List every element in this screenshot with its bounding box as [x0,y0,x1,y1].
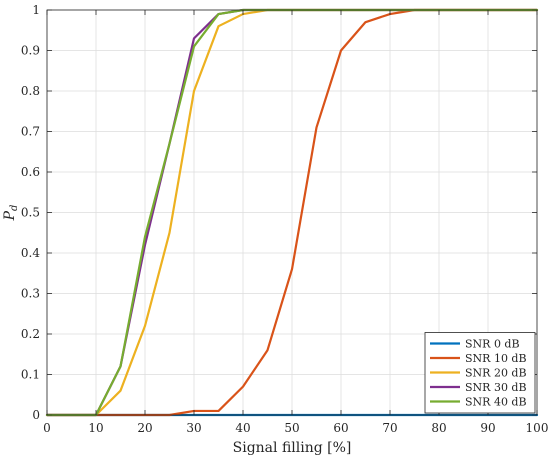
y-tick-label: 0.3 [21,287,40,301]
x-tick-label: 20 [137,421,152,435]
legend-entry-label: SNR 40 dB [465,396,527,409]
y-tick-label: 0.8 [21,84,40,98]
y-tick-label: 0.1 [21,368,40,382]
x-tick-label: 0 [43,421,51,435]
y-tick-label: 0.9 [21,44,40,58]
legend-entry-label: SNR 20 dB [465,367,527,380]
x-tick-label: 100 [526,421,549,435]
legend-entry-label: SNR 10 dB [465,352,527,365]
tick-labels: 0 10 20 30 40 50 60 70 80 90 100 0 0.1 0.2 0.3 0.4 0.5 0.… [21,3,549,435]
y-tick-label: 0 [32,408,40,422]
y-tick-label: 0.7 [21,125,40,139]
x-axis-label: Signal filling [%] [233,440,352,456]
x-tick-label: 50 [284,421,299,435]
x-tick-label: 80 [431,421,446,435]
x-tick-label: 60 [333,421,348,435]
y-tick-label: 1 [32,3,40,17]
y-tick-label: 0.2 [21,327,40,341]
y-axis-label: Pd [2,205,20,222]
x-tick-label: 70 [382,421,397,435]
legend-entry-label: SNR 30 dB [465,381,527,394]
x-tick-label: 10 [88,421,103,435]
legend-entry-label: SNR 0 dB [465,338,520,351]
x-tick-label: 40 [235,421,250,435]
y-axis-label-main: P [2,210,18,221]
y-tick-label: 0.5 [21,206,40,220]
x-tick-label: 30 [186,421,201,435]
y-tick-label: 0.4 [21,246,40,260]
y-axis-label-subscript: d [9,205,20,211]
y-tick-label: 0.6 [21,165,40,179]
x-tick-label: 90 [480,421,495,435]
axis-ticks [46,9,538,416]
